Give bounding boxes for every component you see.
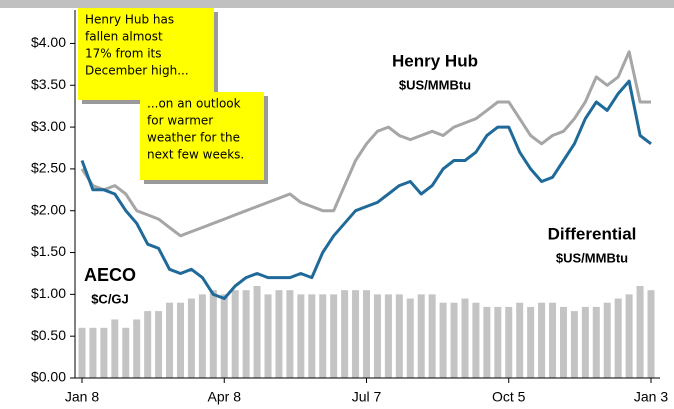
bar — [166, 302, 174, 378]
x-tick-label: Apr 8 — [208, 389, 242, 405]
bar — [373, 294, 381, 378]
bar — [406, 298, 414, 378]
y-tick-label: $3.00 — [31, 118, 66, 134]
annotation-text: December high... — [85, 64, 189, 78]
bar — [352, 290, 360, 378]
annotation-text: fallen almost — [85, 30, 163, 44]
bar — [483, 306, 491, 378]
series-unit: $US/MMBtu — [399, 77, 471, 92]
bar — [549, 302, 557, 378]
series-unit: $US/MMBtu — [556, 250, 628, 265]
bar — [297, 294, 305, 378]
annotation: Henry Hub has fallen almost 17% from its De… — [78, 8, 218, 104]
bar — [461, 298, 469, 378]
annotation-text: for warmer — [147, 114, 213, 128]
series-unit: $C/GJ — [91, 291, 129, 306]
y-tick-label: $2.00 — [31, 201, 66, 217]
bar — [603, 302, 611, 378]
y-tick-label: $3.50 — [31, 76, 66, 92]
bar — [209, 290, 217, 378]
bar — [625, 294, 633, 378]
y-tick-label: $4.00 — [31, 34, 66, 50]
annotation-text: Henry Hub has — [85, 13, 174, 27]
bar — [89, 327, 97, 378]
bar — [220, 294, 228, 378]
bar — [176, 302, 184, 378]
bar — [428, 294, 436, 378]
y-tick-label: $1.00 — [31, 285, 66, 301]
annotation-box — [140, 92, 264, 180]
bar — [286, 290, 294, 378]
bar — [308, 294, 316, 378]
bar — [614, 298, 622, 378]
bar — [439, 302, 447, 378]
bar — [341, 290, 349, 378]
line — [80, 79, 652, 300]
x-tick-label: Jan 3 — [634, 389, 668, 405]
bar — [417, 294, 425, 378]
top-band — [0, 0, 674, 8]
bar — [155, 311, 163, 378]
bar — [78, 327, 86, 378]
bar — [527, 306, 535, 378]
bar — [363, 290, 370, 378]
bar — [472, 302, 480, 378]
annotation-text: weather for the — [147, 131, 240, 145]
bar — [647, 290, 655, 378]
bar — [253, 286, 261, 378]
y-tick-label: $0.00 — [31, 369, 66, 385]
y-tick-label: $1.50 — [31, 243, 66, 259]
bar — [231, 290, 239, 378]
bar — [450, 302, 458, 378]
annotation-text: ...on an outlook — [147, 97, 241, 111]
y-tick-label: $2.50 — [31, 160, 66, 176]
bar — [275, 290, 283, 378]
bar — [100, 327, 108, 378]
bar — [494, 306, 502, 378]
y-tick-label: $0.50 — [31, 327, 66, 343]
bar — [384, 294, 392, 378]
bar — [264, 294, 272, 378]
series-label: AECO — [84, 265, 136, 285]
bar — [636, 286, 644, 378]
annotation-box — [78, 8, 214, 100]
bar — [187, 298, 195, 378]
bar — [538, 302, 546, 378]
x-tick-label: Oct 5 — [492, 389, 526, 405]
annotation-text: 17% from its — [85, 47, 162, 61]
bar — [395, 294, 403, 378]
annotation-text: next few weeks. — [147, 148, 244, 162]
bar — [570, 311, 578, 378]
bar — [505, 306, 513, 378]
bar — [330, 294, 338, 378]
line — [80, 50, 651, 238]
bar — [242, 290, 250, 378]
x-tick-label: Jul 7 — [352, 389, 382, 405]
bar — [122, 327, 130, 378]
series-label: Henry Hub — [392, 51, 478, 70]
bar — [592, 306, 600, 378]
bar — [559, 306, 567, 378]
x-tick-label: Jan 8 — [65, 389, 99, 405]
bar — [516, 302, 524, 378]
annotation: ...on an outlook for warmer weather for th… — [140, 92, 268, 184]
bar — [319, 294, 327, 378]
bar — [133, 319, 141, 378]
bar — [144, 311, 152, 378]
bar — [581, 306, 589, 378]
bar — [198, 294, 206, 378]
bar — [111, 319, 119, 378]
series-label: Differential — [548, 224, 637, 243]
